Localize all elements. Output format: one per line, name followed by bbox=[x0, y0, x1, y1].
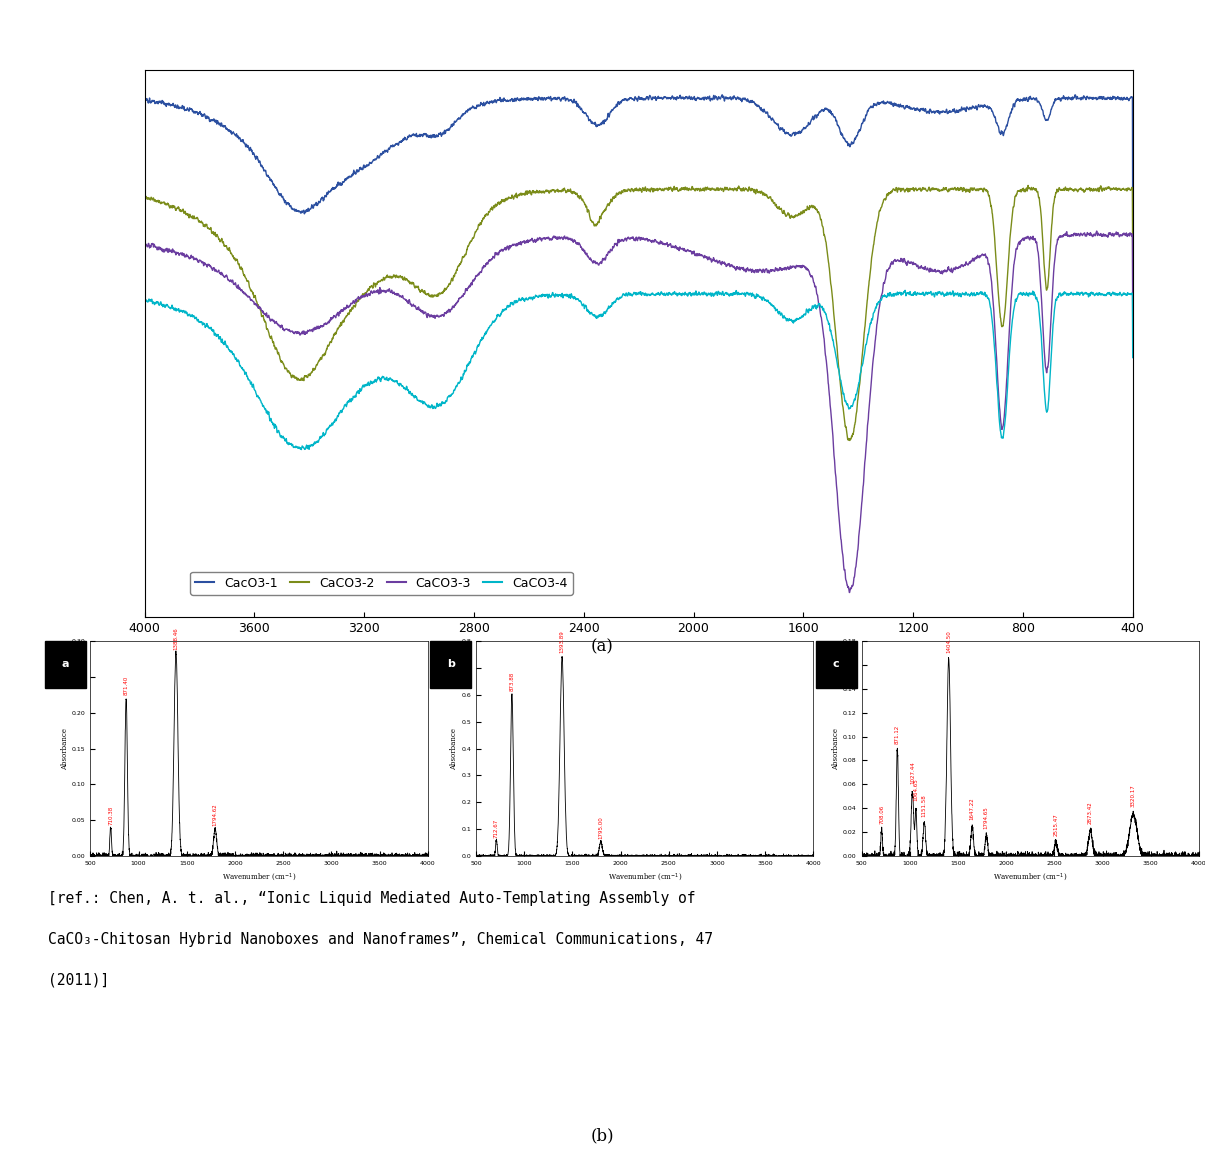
Text: 1027.44: 1027.44 bbox=[910, 762, 915, 784]
Line: CaCO3-3: CaCO3-3 bbox=[145, 231, 1133, 593]
CaCO3-2 bbox=[510, 189, 524, 203]
CaCO3-2 bbox=[528, 185, 542, 199]
CaCO3-3 bbox=[230, 280, 245, 294]
CaCO3-3 bbox=[842, 586, 857, 600]
Text: 1795.00: 1795.00 bbox=[599, 816, 604, 839]
CaCO3-3 bbox=[913, 261, 928, 275]
CacO3-1 bbox=[231, 129, 246, 143]
CacO3-1 bbox=[137, 221, 152, 235]
CaCO3-3 bbox=[850, 555, 864, 569]
Text: CaCO₃-Chitosan Hybrid Nanoboxes and Nanoframes”, Chemical Communications, 47: CaCO₃-Chitosan Hybrid Nanoboxes and Nano… bbox=[48, 932, 713, 947]
CaCO3-2 bbox=[1021, 178, 1035, 192]
CacO3-1 bbox=[1125, 220, 1140, 234]
Legend: CacO3-1, CaCO3-2, CaCO3-3, CaCO3-4: CacO3-1, CaCO3-2, CaCO3-3, CaCO3-4 bbox=[190, 572, 572, 595]
Text: 1794.62: 1794.62 bbox=[212, 804, 218, 826]
Text: 712.67: 712.67 bbox=[494, 819, 499, 838]
Text: b: b bbox=[447, 659, 454, 670]
CaCO3-3 bbox=[528, 233, 542, 247]
Text: 1794.65: 1794.65 bbox=[983, 806, 989, 828]
Text: 1064.65: 1064.65 bbox=[913, 778, 918, 802]
Text: 710.38: 710.38 bbox=[108, 805, 113, 825]
CacO3-1 bbox=[528, 91, 542, 105]
CaCO3-4 bbox=[1125, 351, 1140, 365]
Y-axis label: Absorbance: Absorbance bbox=[61, 727, 69, 770]
CaCO3-2 bbox=[230, 256, 245, 270]
CaCO3-2 bbox=[850, 405, 864, 419]
Text: 871.40: 871.40 bbox=[124, 676, 129, 694]
CaCO3-3 bbox=[1089, 224, 1104, 238]
CacO3-1 bbox=[137, 93, 152, 107]
Text: [ref.: Chen, A. t. al., “Ionic Liquid Mediated Auto-Templating Assembly of: [ref.: Chen, A. t. al., “Ionic Liquid Me… bbox=[48, 891, 695, 906]
CaCO3-4 bbox=[230, 353, 245, 367]
Line: CaCO3-2: CaCO3-2 bbox=[145, 185, 1133, 440]
Text: 1647.22: 1647.22 bbox=[970, 798, 975, 820]
CacO3-1 bbox=[511, 92, 525, 106]
CaCO3-3 bbox=[1125, 311, 1140, 325]
CaCO3-3 bbox=[510, 239, 524, 253]
CaCO3-4 bbox=[137, 354, 152, 368]
Text: 2515.47: 2515.47 bbox=[1053, 813, 1058, 836]
Text: 1404.50: 1404.50 bbox=[946, 630, 951, 652]
Y-axis label: Absorbance: Absorbance bbox=[833, 727, 840, 770]
Text: 871.12: 871.12 bbox=[895, 725, 900, 743]
CaCO3-2 bbox=[137, 190, 152, 204]
Text: 2873.42: 2873.42 bbox=[1088, 802, 1093, 824]
CaCO3-2 bbox=[1125, 282, 1140, 296]
Line: CacO3-1: CacO3-1 bbox=[145, 94, 1133, 228]
Text: 1151.58: 1151.58 bbox=[922, 795, 927, 817]
Text: 3320.17: 3320.17 bbox=[1131, 784, 1136, 807]
Text: c: c bbox=[833, 659, 840, 670]
Text: 1393.89: 1393.89 bbox=[559, 630, 565, 652]
X-axis label: Wavenumber (cm$^{-1}$): Wavenumber (cm$^{-1}$) bbox=[993, 871, 1068, 883]
Text: (b): (b) bbox=[590, 1128, 615, 1144]
Line: CaCO3-4: CaCO3-4 bbox=[145, 290, 1133, 450]
Y-axis label: Absorbance: Absorbance bbox=[451, 727, 458, 770]
CaCO3-4 bbox=[850, 388, 864, 402]
Text: (2011)]: (2011)] bbox=[48, 973, 110, 988]
CaCO3-2 bbox=[137, 287, 152, 301]
CaCO3-2 bbox=[913, 183, 928, 197]
Text: 873.88: 873.88 bbox=[510, 671, 515, 691]
Text: a: a bbox=[61, 659, 69, 670]
Text: 1388.46: 1388.46 bbox=[174, 627, 178, 650]
X-axis label: Wavenumber (cm$^{-1}$): Wavenumber (cm$^{-1}$) bbox=[607, 871, 682, 883]
Text: 708.06: 708.06 bbox=[880, 805, 884, 824]
CaCO3-4 bbox=[137, 294, 152, 308]
CaCO3-4 bbox=[913, 287, 928, 301]
CaCO3-4 bbox=[294, 443, 308, 457]
CacO3-1 bbox=[715, 87, 729, 101]
CaCO3-4 bbox=[898, 283, 912, 297]
CaCO3-4 bbox=[511, 295, 525, 309]
X-axis label: Wavenumber [cm-1]: Wavenumber [cm-1] bbox=[560, 642, 717, 656]
CaCO3-4 bbox=[528, 290, 542, 304]
CacO3-1 bbox=[913, 103, 928, 117]
CaCO3-3 bbox=[137, 238, 152, 252]
CacO3-1 bbox=[850, 128, 864, 142]
X-axis label: Wavenumber (cm$^{-1}$): Wavenumber (cm$^{-1}$) bbox=[222, 871, 296, 883]
Text: (a): (a) bbox=[592, 638, 613, 655]
CaCO3-2 bbox=[842, 433, 857, 447]
CaCO3-3 bbox=[137, 317, 152, 331]
